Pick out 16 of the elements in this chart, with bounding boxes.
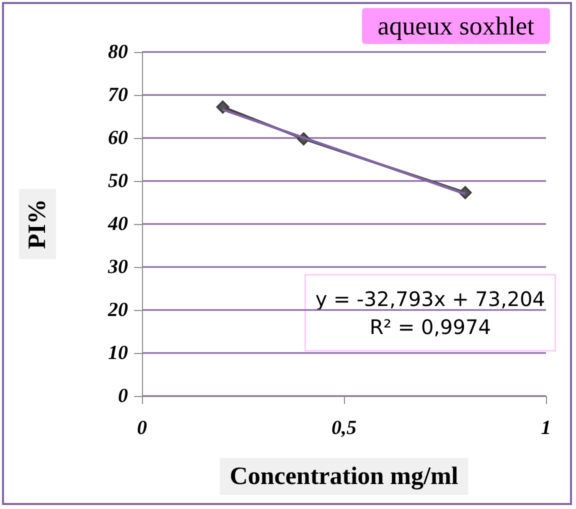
x-tick-label: 1 [541, 417, 551, 439]
annotation: y = -32,793x + 73,204 R² = 0,9974 [315, 286, 546, 339]
y-axis-title: PI% [24, 199, 51, 249]
y-tick-label: 20 [107, 299, 128, 321]
y-tick-label: 60 [108, 127, 128, 149]
y-tick-label: 10 [108, 342, 128, 364]
y-tick-label: 70 [108, 84, 128, 106]
x-axis-title: Concentration mg/ml [230, 463, 458, 490]
y-tick-label: 40 [107, 213, 128, 235]
chart-title: aqueux soxhlet [378, 12, 536, 40]
y-tick-label: 30 [107, 256, 128, 278]
y-tick-label: 0 [118, 385, 128, 407]
y-tick-label: 50 [108, 170, 128, 192]
x-tick-label: 0,5 [332, 417, 356, 439]
y-tick-label: 80 [108, 41, 128, 63]
x-tick-label: 0 [137, 417, 147, 439]
